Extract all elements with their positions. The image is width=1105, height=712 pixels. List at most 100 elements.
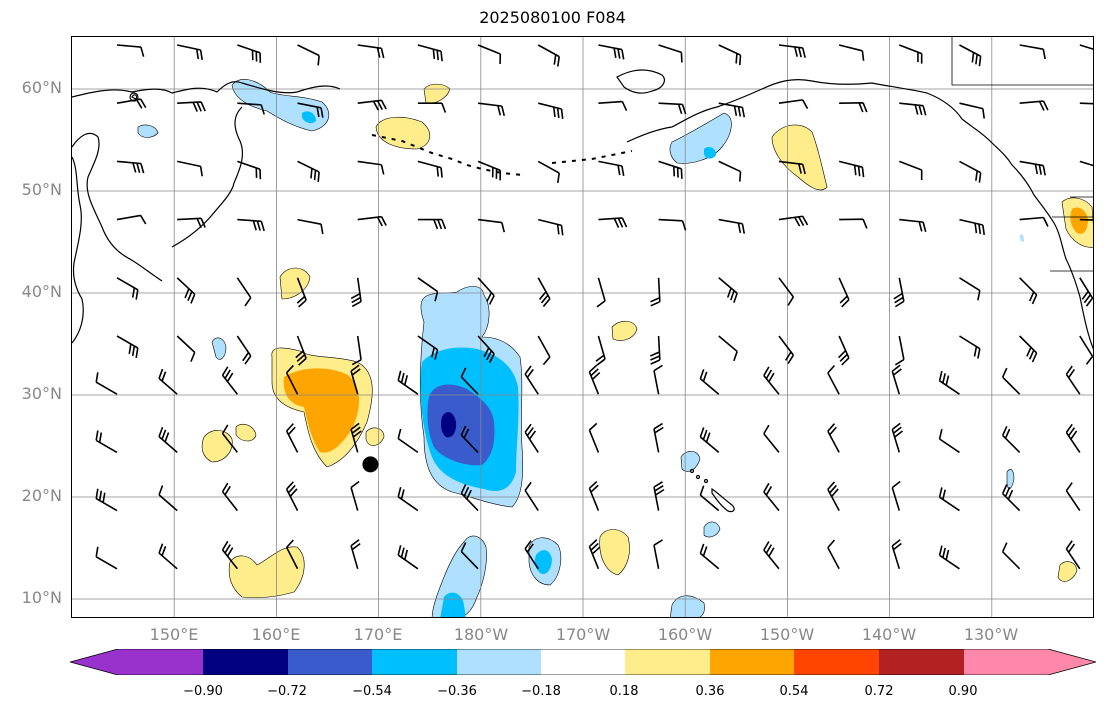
wind-barb: [598, 100, 628, 111]
colorbar-segment: [457, 649, 541, 675]
wind-barb: [285, 423, 299, 453]
wind-barb: [839, 218, 868, 229]
wind-barb: [417, 102, 447, 113]
wind-barb: [778, 335, 795, 365]
wind-barb: [959, 218, 985, 236]
negative-anomaly-region: [427, 384, 495, 466]
wind-barb: [116, 277, 139, 300]
wind-barb: [893, 277, 905, 308]
wind-barb: [397, 486, 419, 512]
negative-anomaly-region: [1006, 469, 1015, 490]
wind-barb: [838, 44, 865, 61]
latitude-label: 30°N: [21, 384, 62, 403]
longitude-label: 160°E: [251, 625, 301, 644]
wind-barb: [595, 335, 606, 366]
wind-barb: [938, 429, 960, 454]
anomaly-shading: [137, 79, 1093, 617]
wind-barb: [596, 277, 606, 308]
wind-barb: [899, 102, 927, 116]
wind-barb: [177, 217, 206, 229]
wind-barb: [899, 44, 923, 64]
wind-barb: [350, 364, 361, 395]
wind-barb: [417, 218, 447, 230]
wind-barb: [763, 366, 780, 395]
map-title: 2025080100 F084: [479, 8, 626, 27]
wind-barb: [588, 539, 601, 570]
wind-barb: [158, 543, 178, 570]
wind-barb: [1019, 277, 1038, 305]
wind-barb: [417, 277, 439, 302]
wind-barb: [237, 218, 265, 232]
positive-anomaly-region: [279, 267, 311, 300]
wind-barb: [778, 44, 806, 58]
location-marker: [362, 456, 379, 473]
wind-barb: [839, 101, 868, 113]
wind-barb: [658, 102, 687, 115]
wind-barb: [297, 218, 324, 235]
colorbar-segment: [541, 649, 625, 675]
wind-barb: [891, 480, 901, 511]
wind-barb: [285, 481, 299, 511]
wind-barb: [116, 160, 145, 174]
wind-barbs: [95, 44, 1093, 570]
wind-barb: [297, 160, 320, 182]
latitude-label: 60°N: [21, 78, 62, 97]
colorbar-segment: [879, 649, 964, 675]
positive-anomaly-region: [1057, 561, 1078, 582]
wind-barb: [1001, 425, 1021, 453]
wind-barb: [837, 335, 850, 366]
positive-anomaly-region: [283, 368, 360, 453]
wind-barb: [891, 422, 904, 453]
wind-barb: [538, 102, 564, 120]
wind-barb: [1065, 365, 1081, 395]
wind-barb: [658, 160, 683, 179]
wind-barb: [537, 277, 551, 307]
wind-barb: [477, 44, 502, 65]
wind-barb: [297, 102, 324, 118]
map-panel: [71, 36, 1094, 618]
wind-barb: [653, 539, 663, 569]
wind-barb: [350, 277, 362, 308]
wind-barb: [718, 102, 746, 118]
wind-barb: [221, 482, 238, 512]
negative-anomaly-region: [211, 337, 227, 360]
wind-barb: [827, 423, 840, 453]
wind-barb: [357, 215, 387, 227]
colorbar-tick-label: 0.18: [609, 684, 639, 699]
negative-anomaly-region: [441, 412, 457, 438]
wind-barb: [718, 335, 738, 362]
positive-anomaly-region: [228, 546, 305, 599]
longitude-label: 180°W: [453, 625, 509, 644]
wind-barb: [158, 485, 178, 512]
wind-barb: [588, 480, 600, 511]
wind-barb: [938, 370, 960, 395]
latitude-label: 50°N: [21, 180, 62, 199]
negative-anomaly-region: [137, 124, 159, 138]
longitude-label: 150°W: [759, 625, 815, 644]
wind-barb: [95, 488, 118, 512]
longitude-label: 130°W: [963, 625, 1019, 644]
wind-barb: [95, 372, 118, 395]
longitude-label: 140°W: [861, 625, 917, 644]
wind-barb: [221, 366, 238, 395]
wind-barb: [650, 277, 661, 307]
negative-anomaly-region: [1020, 234, 1024, 242]
wind-barb: [1065, 423, 1081, 453]
wind-barb: [718, 218, 746, 234]
map-canvas: [72, 37, 1093, 617]
positive-anomaly-region: [365, 427, 385, 446]
wind-barb: [350, 422, 362, 453]
wind-barb: [460, 425, 479, 453]
colorbar-max-extension: [1048, 649, 1096, 675]
wind-barb: [699, 369, 720, 395]
wind-barb: [158, 368, 178, 395]
wind-barb: [397, 370, 419, 395]
wind-barb: [357, 99, 387, 111]
latitude-label: 40°N: [21, 282, 62, 301]
wind-barb: [460, 367, 479, 395]
wind-barb: [417, 44, 443, 62]
wind-barb: [778, 277, 795, 306]
colorbar-segment: [118, 649, 203, 675]
negative-anomaly-region: [534, 550, 552, 575]
wind-barb: [699, 543, 720, 570]
